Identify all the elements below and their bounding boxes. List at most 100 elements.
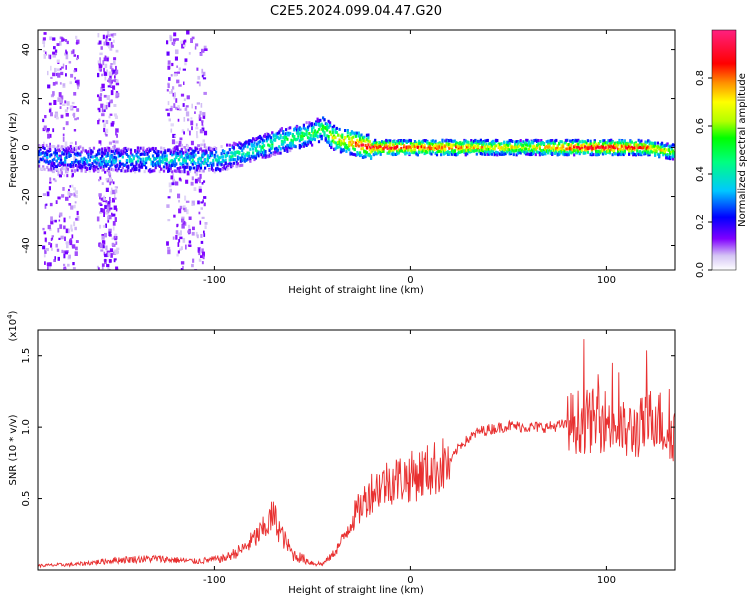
noise-cell <box>180 143 183 147</box>
ridge-cell <box>156 152 159 155</box>
ridge-cell <box>282 146 285 150</box>
ridge-cell <box>626 142 629 146</box>
noise-cell <box>50 112 53 117</box>
noise-cell <box>107 203 111 209</box>
ridge-cell <box>190 147 193 151</box>
ridge-cell <box>226 151 229 155</box>
ridge-cell <box>172 149 175 153</box>
ridge-cell <box>638 150 642 154</box>
ridge-cell <box>62 148 65 152</box>
noise-cell <box>57 227 60 233</box>
ridge-cell <box>488 148 491 151</box>
ridge-cell <box>179 166 182 170</box>
noise-cell <box>191 103 193 109</box>
ridge-cell <box>102 157 105 161</box>
ridge-cell <box>60 161 63 164</box>
noise-cell <box>114 217 117 222</box>
ridge-cell <box>636 152 639 155</box>
ridge-cell <box>313 129 316 133</box>
ridge-cell <box>456 143 459 147</box>
noise-cell <box>106 102 109 107</box>
noise-cell <box>177 250 180 254</box>
ridge-cell <box>488 152 491 156</box>
ridge-cell <box>374 151 377 155</box>
ridge-cell <box>558 152 561 156</box>
noise-cell <box>191 203 194 206</box>
noise-cell <box>202 77 207 80</box>
ridge-cell <box>64 149 67 153</box>
ridge-cell <box>636 144 639 148</box>
ridge-cell <box>128 169 131 172</box>
ridge-cell <box>116 169 119 173</box>
ridge-cell <box>51 164 54 168</box>
noise-cell <box>108 43 111 49</box>
ridge-cell <box>463 141 466 145</box>
ridge-cell <box>298 146 301 150</box>
noise-cell <box>54 67 57 73</box>
ridge-cell <box>253 144 256 148</box>
ridge-cell <box>216 154 219 158</box>
ridge-cell <box>55 146 58 150</box>
ridge-cell <box>193 150 196 153</box>
ridge-cell <box>217 158 220 162</box>
ridge-cell <box>149 149 152 152</box>
ridge-cell <box>256 137 259 141</box>
ridge-cell <box>451 152 454 156</box>
ridge-cell <box>286 143 289 147</box>
ridge-cell <box>242 146 245 150</box>
noise-cell <box>77 86 79 90</box>
ridge-cell <box>173 146 176 150</box>
noise-cell <box>75 35 78 39</box>
ridge-cell <box>62 167 65 171</box>
noise-cell <box>42 193 46 196</box>
noise-cell <box>76 57 78 61</box>
noise-cell <box>66 40 69 45</box>
noise-cell <box>173 103 176 108</box>
ridge-cell <box>113 152 116 156</box>
noise-cell <box>96 265 99 269</box>
ridge-cell <box>659 143 662 147</box>
ridge-cell <box>120 149 123 153</box>
ridge-cell <box>81 157 85 161</box>
ridge-cell <box>177 166 181 170</box>
snr-ytick-label: 1.0 <box>21 419 32 435</box>
ridge-cell <box>579 148 583 152</box>
ridge-cell <box>110 163 113 167</box>
ridge-cell <box>405 139 408 143</box>
ridge-cell <box>311 122 314 126</box>
noise-cell <box>203 233 206 237</box>
ridge-cell <box>246 145 249 149</box>
ridge-cell <box>256 152 259 156</box>
ridge-cell <box>297 129 300 133</box>
ridge-cell <box>338 145 341 149</box>
ridge-cell <box>659 151 662 154</box>
ridge-cell <box>448 146 451 150</box>
noise-cell <box>115 65 117 71</box>
noise-cell <box>199 178 201 184</box>
ridge-cell <box>114 156 117 160</box>
ridge-cell <box>121 155 124 159</box>
noise-cell <box>70 228 73 232</box>
ridge-cell <box>58 148 61 152</box>
noise-cell <box>188 240 192 244</box>
ridge-cell <box>392 150 395 154</box>
ridge-cell <box>617 150 620 154</box>
noise-cell <box>52 178 56 181</box>
ridge-cell <box>442 145 445 149</box>
ridge-cell <box>157 154 160 158</box>
ridge-cell <box>606 142 609 146</box>
ridge-cell <box>212 168 215 172</box>
ridge-cell <box>504 144 507 148</box>
noise-cell <box>170 128 173 133</box>
ridge-cell <box>139 165 142 169</box>
noise-cell <box>115 128 119 133</box>
ridge-cell <box>247 154 251 158</box>
ridge-cell <box>420 150 423 154</box>
ridge-cell <box>335 146 338 150</box>
ridge-cell <box>601 142 605 146</box>
ridge-cell <box>265 134 268 138</box>
ridge-cell <box>80 169 83 173</box>
ridge-cell <box>198 156 201 160</box>
ridge-cell <box>264 150 267 153</box>
ridge-cell <box>376 149 380 153</box>
